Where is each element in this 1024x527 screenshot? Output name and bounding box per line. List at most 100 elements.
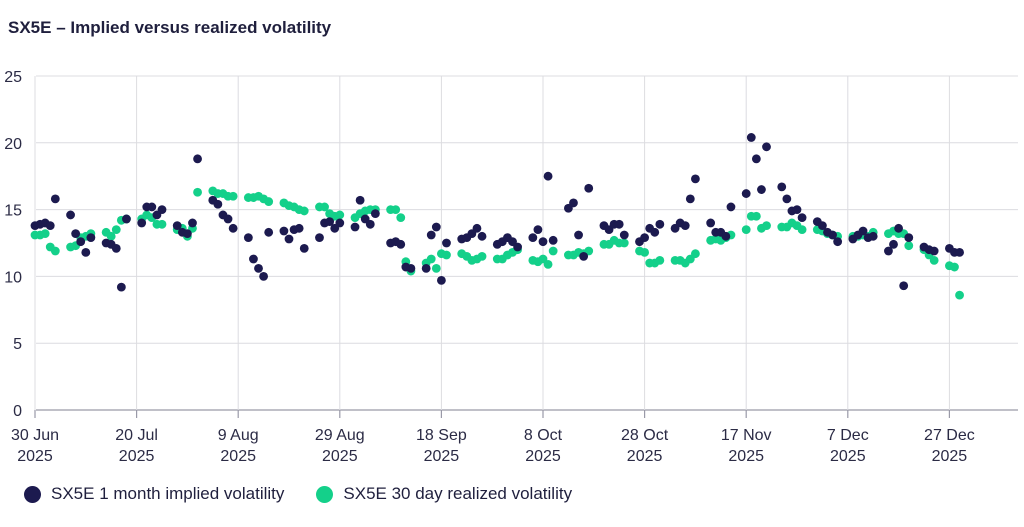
x-tick-year: 2025 — [424, 448, 460, 465]
point-realized — [396, 213, 406, 223]
point-implied — [614, 219, 624, 229]
point-implied — [66, 210, 75, 220]
point-implied — [706, 218, 716, 228]
point-implied — [193, 154, 202, 164]
point-implied — [640, 233, 649, 243]
grid-lines — [34, 75, 1018, 411]
y-axis: 0 5 10 15 20 25 — [4, 69, 22, 420]
point-implied — [315, 233, 324, 243]
point-implied — [243, 233, 253, 243]
point-realized — [950, 262, 959, 272]
point-implied — [741, 189, 751, 198]
point-implied — [858, 226, 868, 236]
x-tick-year: 2025 — [830, 448, 866, 465]
point-implied — [81, 247, 91, 257]
point-implied — [777, 182, 787, 192]
point-realized — [106, 231, 116, 241]
x-axis: 30 Jun 2025 20 Jul 2025 9 Aug 2025 29 Aug 2025 1… — [11, 410, 975, 465]
point-realized — [548, 246, 558, 256]
point-implied — [325, 217, 335, 227]
point-implied — [655, 219, 665, 229]
y-tick-label: 20 — [4, 136, 22, 153]
point-implied — [111, 243, 121, 253]
x-tick-year: 2025 — [119, 448, 155, 465]
point-implied — [619, 230, 629, 240]
point-implied — [513, 242, 522, 252]
point-implied — [929, 246, 939, 256]
point-implied — [254, 263, 263, 273]
point-implied — [782, 194, 792, 204]
point-realized — [299, 206, 309, 216]
point-implied — [264, 227, 274, 237]
point-implied — [579, 251, 589, 261]
point-implied — [904, 233, 914, 243]
point-implied — [691, 174, 700, 184]
point-realized — [50, 246, 60, 256]
x-tick-label: 17 Nov — [721, 427, 772, 444]
point-realized — [111, 225, 121, 235]
point-implied — [50, 194, 60, 204]
point-realized — [391, 205, 401, 215]
point-implied — [680, 221, 690, 231]
x-tick-year: 2025 — [322, 448, 358, 465]
point-realized — [426, 254, 436, 264]
point-realized — [619, 238, 629, 248]
x-tick-label: 8 Oct — [524, 427, 563, 444]
point-implied — [746, 133, 756, 142]
point-implied — [172, 221, 182, 231]
point-implied — [899, 281, 909, 291]
point-implied — [548, 235, 558, 245]
data-points — [30, 133, 964, 300]
point-implied — [762, 142, 771, 152]
point-implied — [833, 237, 843, 247]
point-implied — [437, 276, 446, 285]
point-realized — [335, 210, 345, 220]
point-implied — [574, 230, 583, 240]
point-realized — [264, 197, 274, 206]
point-realized — [40, 229, 50, 239]
point-realized — [228, 191, 238, 201]
point-implied — [259, 272, 268, 281]
x-tick-label: 7 Dec — [827, 427, 869, 444]
point-implied — [223, 214, 233, 224]
point-realized — [543, 259, 553, 269]
point-implied — [365, 219, 375, 229]
point-implied — [543, 171, 553, 181]
chart-title: SX5E – Implied versus realized volatilit… — [8, 18, 332, 37]
point-implied — [431, 222, 441, 232]
point-realized — [655, 255, 665, 265]
x-tick-year: 2025 — [525, 448, 561, 465]
point-implied — [650, 227, 660, 237]
x-tick-label: 30 Jun — [11, 427, 59, 444]
point-implied — [122, 214, 131, 224]
x-tick-label: 28 Oct — [621, 427, 669, 444]
point-realized — [477, 251, 487, 261]
x-tick-year: 2025 — [728, 448, 764, 465]
point-realized — [762, 221, 771, 231]
point-implied — [294, 223, 304, 233]
x-tick-year: 2025 — [627, 448, 663, 465]
point-implied — [213, 199, 223, 209]
point-realized — [640, 247, 649, 257]
x-tick-label: 20 Jul — [115, 427, 158, 444]
point-implied — [86, 233, 96, 243]
point-implied — [685, 194, 695, 204]
point-implied — [116, 282, 126, 292]
x-tick-label: 29 Aug — [315, 427, 365, 444]
point-realized — [691, 249, 700, 259]
point-implied — [889, 239, 898, 249]
point-implied — [350, 222, 360, 232]
point-realized — [751, 211, 761, 221]
point-realized — [955, 290, 964, 300]
point-implied — [147, 202, 157, 212]
legend-label-implied: SX5E 1 month implied volatility — [51, 484, 285, 503]
legend-item-realized: SX5E 30 day realized volatility — [316, 484, 572, 504]
point-implied — [472, 223, 482, 233]
point-implied — [757, 185, 766, 194]
point-implied — [355, 195, 365, 205]
point-implied — [45, 221, 55, 231]
legend-swatch-realized — [316, 485, 334, 503]
point-implied — [533, 225, 543, 235]
x-tick-year: 2025 — [17, 448, 53, 465]
